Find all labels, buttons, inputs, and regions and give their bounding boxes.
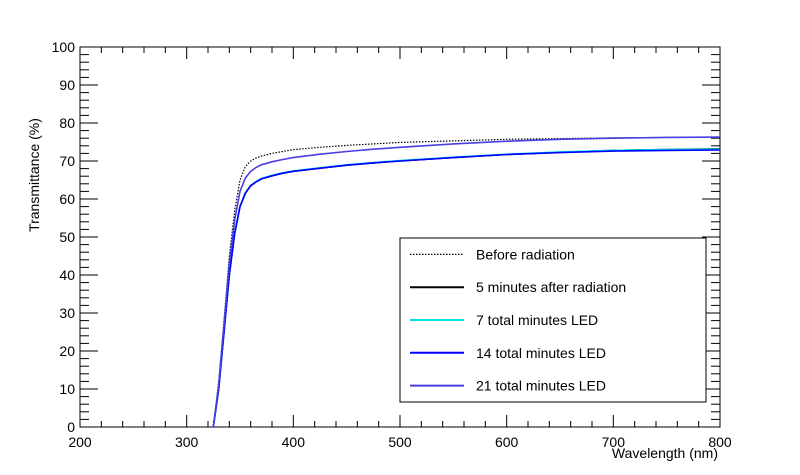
y-tick-label: 70 (59, 153, 75, 169)
x-tick-label: 200 (68, 434, 92, 450)
y-tick-label: 100 (52, 39, 76, 55)
legend-label-5: 21 total minutes LED (476, 378, 606, 394)
legend-label-2: 5 minutes after radiation (476, 279, 626, 295)
legend-label-3: 7 total minutes LED (476, 312, 598, 328)
y-tick-label: 90 (59, 77, 75, 93)
legend-label-1: Before radiation (476, 246, 575, 262)
legend-label-4: 14 total minutes LED (476, 345, 606, 361)
series-group (212, 136, 721, 428)
y-tick-label: 60 (59, 191, 75, 207)
x-tick-label: 600 (495, 434, 519, 450)
x-tick-label: 500 (388, 434, 412, 450)
y-tick-label: 50 (59, 229, 75, 245)
y-tick-label: 80 (59, 115, 75, 131)
legend: Before radiation 5 minutes after radiatio… (399, 237, 707, 403)
series-line-4 (212, 149, 721, 428)
y-tick-label: 10 (59, 381, 75, 397)
tick-labels: 200 300 400 500 600 700 800 0 10 20 30 40 50 60 70 80 90… (52, 39, 732, 450)
y-axis-label: Transmittance (%) (26, 118, 42, 232)
x-tick-label: 300 (175, 434, 199, 450)
x-tick-label: 800 (708, 434, 732, 450)
x-tick-label: 400 (282, 434, 306, 450)
y-tick-label: 40 (59, 267, 75, 283)
x-axis-label: Wavelength (nm) (612, 445, 718, 461)
y-tick-label: 30 (59, 305, 75, 321)
y-tick-label: 20 (59, 343, 75, 359)
series-line-1 (212, 136, 721, 428)
axis-ticks (79, 46, 721, 428)
y-tick-label: 0 (67, 419, 75, 435)
x-tick-label: 700 (602, 434, 626, 450)
series-line-5 (212, 136, 721, 428)
